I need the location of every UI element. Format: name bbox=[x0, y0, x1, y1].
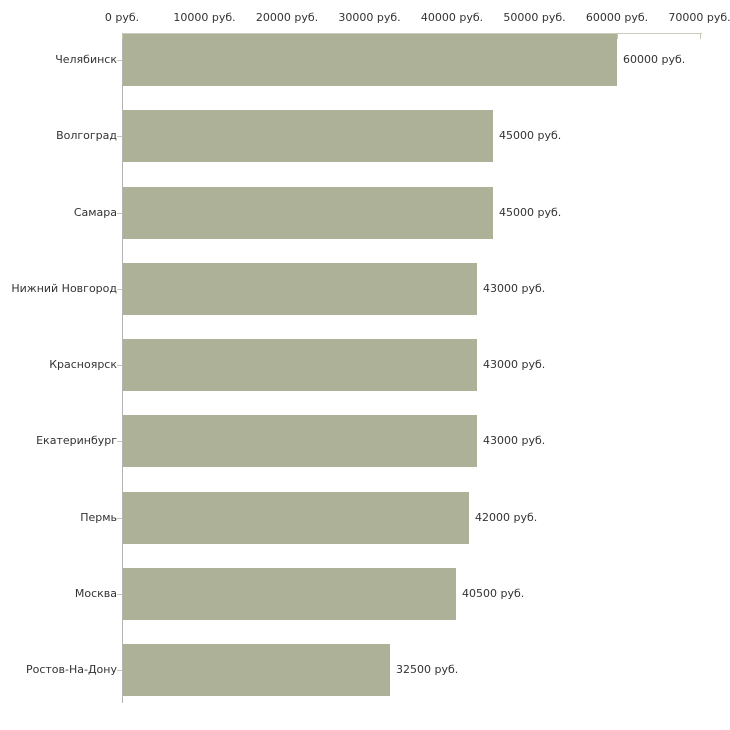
value-label: 43000 руб. bbox=[483, 358, 546, 371]
value-label: 32500 руб. bbox=[396, 663, 459, 676]
category-tick-mark bbox=[117, 594, 122, 595]
x-axis-tick-label: 20000 руб. bbox=[255, 11, 319, 24]
x-axis-tick-label: 0 руб. bbox=[104, 11, 140, 24]
x-axis-tick-mark bbox=[122, 34, 123, 39]
x-axis-tick-label: 70000 руб. bbox=[668, 11, 730, 24]
bar bbox=[123, 568, 456, 620]
x-axis-tick-label: 40000 руб. bbox=[420, 11, 484, 24]
category-label: Пермь bbox=[80, 511, 117, 524]
bar bbox=[123, 339, 477, 391]
value-label: 42000 руб. bbox=[475, 511, 538, 524]
bar bbox=[123, 263, 477, 315]
category-tick-mark bbox=[117, 213, 122, 214]
bar bbox=[123, 34, 617, 86]
category-label: Красноярск bbox=[49, 358, 117, 371]
x-axis-tick-label: 50000 руб. bbox=[503, 11, 566, 24]
category-tick-mark bbox=[117, 518, 122, 519]
y-axis-line bbox=[122, 33, 123, 703]
category-tick-mark bbox=[117, 60, 122, 61]
category-tick-mark bbox=[117, 289, 122, 290]
bar bbox=[123, 110, 493, 162]
category-label: Челябинск bbox=[55, 53, 117, 66]
value-label: 60000 руб. bbox=[623, 53, 686, 66]
x-axis-tick-label: 10000 руб. bbox=[173, 11, 236, 24]
x-axis-tick-label: 60000 руб. bbox=[585, 11, 649, 24]
category-tick-mark bbox=[117, 136, 122, 137]
category-label: Москва bbox=[74, 587, 117, 600]
value-label: 43000 руб. bbox=[483, 282, 546, 295]
bar bbox=[123, 492, 469, 544]
value-label: 45000 руб. bbox=[499, 206, 562, 219]
category-label: Самара bbox=[73, 206, 117, 219]
category-label: Ростов-На-Дону bbox=[25, 663, 117, 676]
category-label: Нижний Новгород bbox=[11, 282, 117, 295]
x-axis-line bbox=[122, 33, 702, 34]
bar bbox=[123, 644, 390, 696]
value-label: 40500 руб. bbox=[462, 587, 525, 600]
x-axis-tick-mark bbox=[617, 34, 618, 39]
category-label: Волгоград bbox=[56, 129, 117, 142]
x-axis-tick-mark bbox=[699, 34, 701, 39]
category-tick-mark bbox=[117, 441, 122, 442]
category-tick-mark bbox=[117, 365, 122, 366]
category-label: Екатеринбург bbox=[36, 434, 117, 447]
category-tick-mark bbox=[117, 670, 122, 671]
value-label: 43000 руб. bbox=[483, 434, 546, 447]
bar bbox=[123, 415, 477, 467]
x-axis-tick-label: 30000 руб. bbox=[338, 11, 401, 24]
value-label: 45000 руб. bbox=[499, 129, 562, 142]
bar bbox=[123, 187, 493, 239]
